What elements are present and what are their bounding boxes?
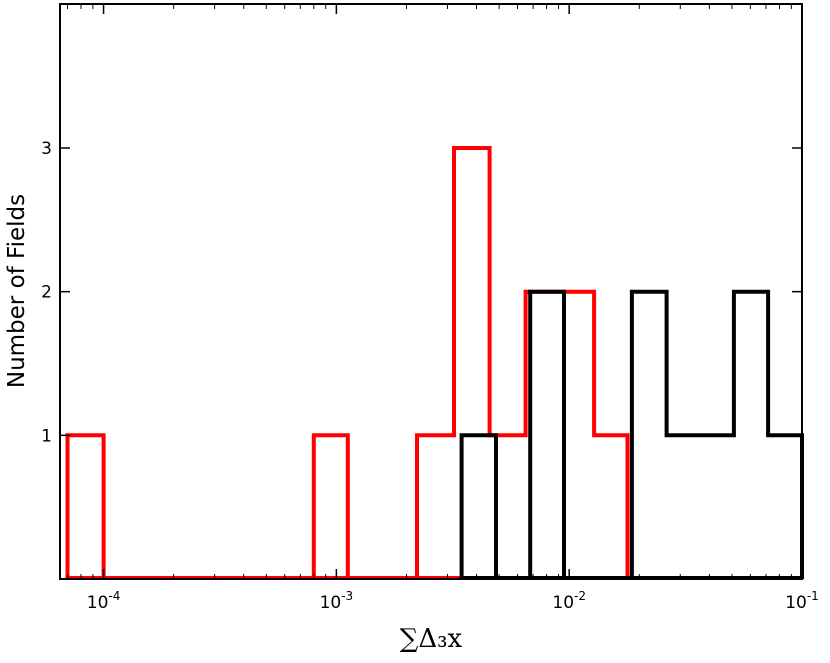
series-1-bin-4: [734, 292, 768, 579]
series-1-bin-5: [768, 435, 802, 579]
y-axis-label: Number of Fields: [4, 194, 30, 388]
series-1-bin-3: [667, 435, 734, 579]
y-tick-label: 1: [41, 426, 52, 446]
series-0-outline: [65, 146, 630, 579]
y-tick-label: 2: [41, 283, 52, 303]
x-tick-label: 10-2: [552, 589, 586, 613]
series-0-bin-6: [594, 435, 627, 579]
series-0-bin-1: [314, 435, 348, 579]
series-0-bin-2: [417, 435, 454, 579]
series-1-bin-1: [530, 292, 564, 579]
x-tick-label-base: 10: [785, 593, 807, 613]
series-0-bin-0: [67, 435, 103, 579]
x-tick-label-base: 10: [552, 593, 574, 613]
x-tick-label-exponent: -4: [108, 589, 120, 603]
x-tick-label-exponent: -2: [574, 589, 586, 603]
ticks-layer: [60, 4, 803, 579]
y-tick-label: 3: [41, 139, 52, 159]
y-tick-labels: 1 2 3: [41, 139, 52, 446]
x-axis-label: ∑Δ₃x: [400, 624, 463, 654]
x-axis-label-text: ∑Δ₃x: [400, 624, 463, 654]
series-1-outline: [459, 289, 804, 579]
series-layer: [65, 146, 804, 580]
x-tick-label: 10-3: [320, 589, 354, 613]
series-1-bin-0: [462, 435, 496, 579]
x-tick-label: 10-4: [87, 589, 121, 613]
x-tick-labels: 10-4 10-3 10-2 10-1: [87, 589, 819, 613]
x-tick-label-base: 10: [87, 593, 109, 613]
x-tick-label-exponent: -3: [341, 589, 353, 603]
x-tick-label-exponent: -1: [807, 589, 819, 603]
x-tick-label-base: 10: [320, 593, 342, 613]
series-1-bin-2: [632, 292, 667, 579]
x-tick-label: 10-1: [785, 589, 819, 613]
